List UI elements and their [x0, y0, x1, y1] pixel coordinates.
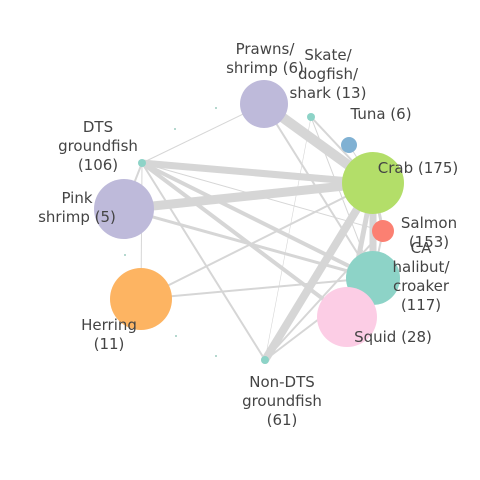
- node-label-line: Tuna (6): [349, 105, 411, 123]
- node-tuna: [341, 137, 357, 153]
- node-label-line: (153): [409, 233, 449, 251]
- node-label-line: groundfish: [242, 392, 322, 410]
- node-skate: [307, 113, 315, 121]
- edge-dts-squid: [140, 161, 349, 319]
- edge-skate-nondts: [264, 116, 312, 361]
- node-label-line: shrimp (5): [38, 208, 116, 226]
- edge-prawns-halibut: [263, 103, 374, 279]
- stray-dot: [215, 355, 217, 357]
- node-label-line: Prawns/: [236, 40, 296, 58]
- node-herring: [110, 268, 172, 330]
- node-squid: [317, 287, 377, 347]
- node-label-line: (106): [78, 156, 118, 174]
- node-label-line: (11): [94, 335, 125, 353]
- node-label-halibut: CA halibut/croaker (117): [393, 239, 451, 314]
- edge-dts-halibut: [140, 161, 375, 280]
- edge-crab-nondts: [261, 179, 377, 364]
- node-label-pink: Pink shrimp (5): [38, 189, 116, 226]
- node-label-line: dogfish/: [298, 65, 359, 83]
- node-label-line: DTS: [83, 118, 113, 136]
- node-label-line: Skate/: [304, 46, 352, 64]
- node-label-line: Crab (175): [378, 159, 458, 177]
- node-label-line: croaker: [393, 277, 450, 295]
- node-label-line: halibut/: [393, 258, 451, 276]
- node-nondts: [261, 356, 269, 364]
- node-label-line: CA: [411, 239, 432, 257]
- node-salmon: [372, 220, 394, 242]
- node-label-tuna: Tuna (6): [349, 105, 411, 123]
- edge-skate-halibut: [310, 116, 374, 279]
- edge-crab-dts: [138, 159, 377, 187]
- node-label-herring: Herring (11): [81, 316, 137, 353]
- node-label-nondts: Non-DTS groundfish (61): [242, 373, 322, 429]
- node-label-line: shark (13): [290, 84, 367, 102]
- node-label-squid: Squid (28): [354, 328, 432, 346]
- node-label-line: (61): [267, 411, 298, 429]
- stray-dot: [124, 254, 126, 256]
- node-label-line: Squid (28): [354, 328, 432, 346]
- node-prawns: [240, 80, 288, 128]
- node-label-line: Salmon: [401, 214, 457, 232]
- edge-pink-halibut: [122, 207, 375, 280]
- node-label-skate: Skate/dogfish/shark (13): [290, 46, 367, 102]
- edge-crab-herring: [140, 182, 374, 300]
- stray-dot: [215, 107, 217, 109]
- node-label-dts: DTS groundfish (106): [58, 118, 138, 174]
- node-label-crab: Crab (175): [378, 159, 458, 177]
- nodes-layer: [94, 80, 404, 364]
- node-crab: [342, 152, 404, 214]
- node-label-line: groundfish: [58, 137, 138, 155]
- node-label-line: Non-DTS: [249, 373, 315, 391]
- node-label-line: shrimp (6): [226, 59, 304, 77]
- labels-layer: Prawns/shrimp (6)Skate/dogfish/shark (13…: [38, 40, 458, 429]
- edge-herring-halibut: [140, 277, 374, 300]
- node-label-line: Pink: [61, 189, 92, 207]
- node-label-salmon: Salmon (153): [401, 214, 457, 251]
- edge-dts-salmon: [141, 162, 384, 232]
- stray-dot: [174, 128, 176, 130]
- node-dts: [138, 159, 146, 167]
- node-label-line: Herring: [81, 316, 137, 334]
- stray-dot: [175, 335, 177, 337]
- node-label-line: (117): [401, 296, 441, 314]
- edge-dts-nondts: [141, 162, 266, 361]
- stray-dots-layer: [124, 107, 217, 357]
- edge-crab-pink: [119, 178, 378, 214]
- node-pink: [94, 179, 154, 239]
- node-label-prawns: Prawns/shrimp (6): [226, 40, 304, 77]
